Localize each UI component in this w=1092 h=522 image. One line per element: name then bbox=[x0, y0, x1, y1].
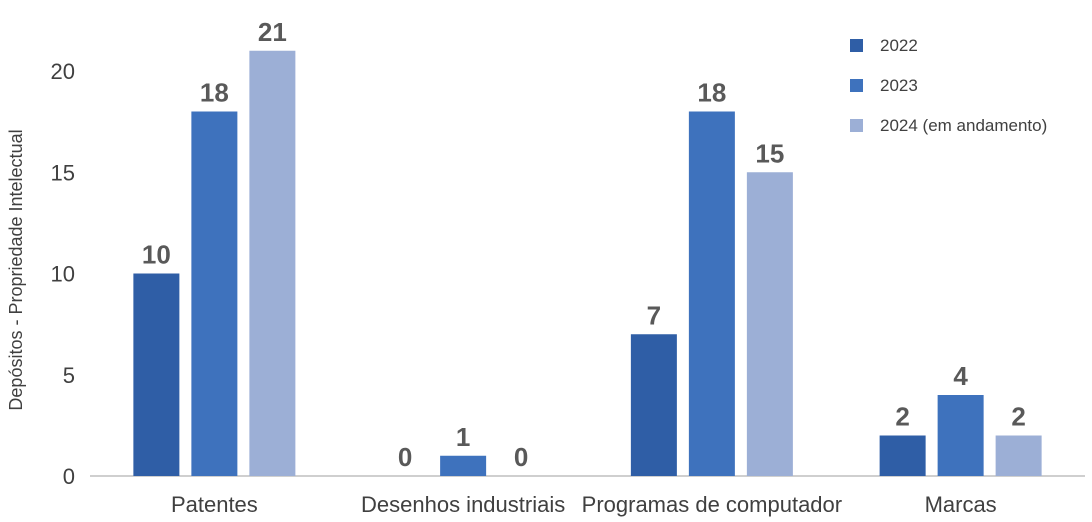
bar-2023-3 bbox=[937, 395, 984, 476]
category-label: Marcas bbox=[925, 492, 997, 517]
data-label: 10 bbox=[142, 240, 171, 270]
data-label: 0 bbox=[398, 442, 412, 472]
bar-2022-3 bbox=[879, 435, 926, 476]
y-tick-label: 5 bbox=[63, 363, 75, 388]
legend-label: 2023 bbox=[880, 76, 918, 95]
y-axis-ticks: 0 5 10 15 20 bbox=[51, 59, 75, 489]
category-label: Programas de computador bbox=[582, 492, 842, 517]
bar-2023-0 bbox=[191, 111, 238, 476]
data-label: 15 bbox=[755, 138, 784, 168]
category-labels: Patentes Desenhos industriais Programas de… bbox=[171, 492, 997, 517]
category-label: Patentes bbox=[171, 492, 258, 517]
data-label: 18 bbox=[200, 78, 229, 108]
y-tick-label: 20 bbox=[51, 59, 75, 84]
data-label: 2 bbox=[1011, 402, 1025, 432]
bar-2024-2 bbox=[746, 172, 793, 476]
bar-2023-1 bbox=[440, 455, 487, 476]
category-label: Desenhos industriais bbox=[361, 492, 565, 517]
data-label: 21 bbox=[258, 17, 287, 47]
bar-2022-2 bbox=[630, 334, 677, 476]
bar-2023-2 bbox=[688, 111, 735, 476]
data-label: 18 bbox=[697, 78, 726, 108]
y-tick-label: 10 bbox=[51, 262, 75, 287]
y-tick-label: 0 bbox=[63, 464, 75, 489]
y-axis-label: Depósitos - Propriedade Intelectual bbox=[6, 129, 26, 410]
legend-swatch bbox=[850, 79, 863, 92]
legend-label: 2022 bbox=[880, 36, 918, 55]
data-label: 7 bbox=[647, 300, 661, 330]
bar-2024-3 bbox=[995, 435, 1042, 476]
data-label: 4 bbox=[953, 361, 968, 391]
data-label: 0 bbox=[514, 442, 528, 472]
legend-label: 2024 (em andamento) bbox=[880, 116, 1047, 135]
data-label: 1 bbox=[456, 422, 470, 452]
legend: 2022 2023 2024 (em andamento) bbox=[850, 36, 1047, 135]
legend-swatch bbox=[850, 39, 863, 52]
y-tick-label: 15 bbox=[51, 160, 75, 185]
bar-2024-0 bbox=[249, 50, 296, 476]
data-label: 2 bbox=[895, 402, 909, 432]
legend-swatch bbox=[850, 119, 863, 132]
bars bbox=[133, 50, 1042, 476]
bar-2022-0 bbox=[133, 273, 180, 476]
